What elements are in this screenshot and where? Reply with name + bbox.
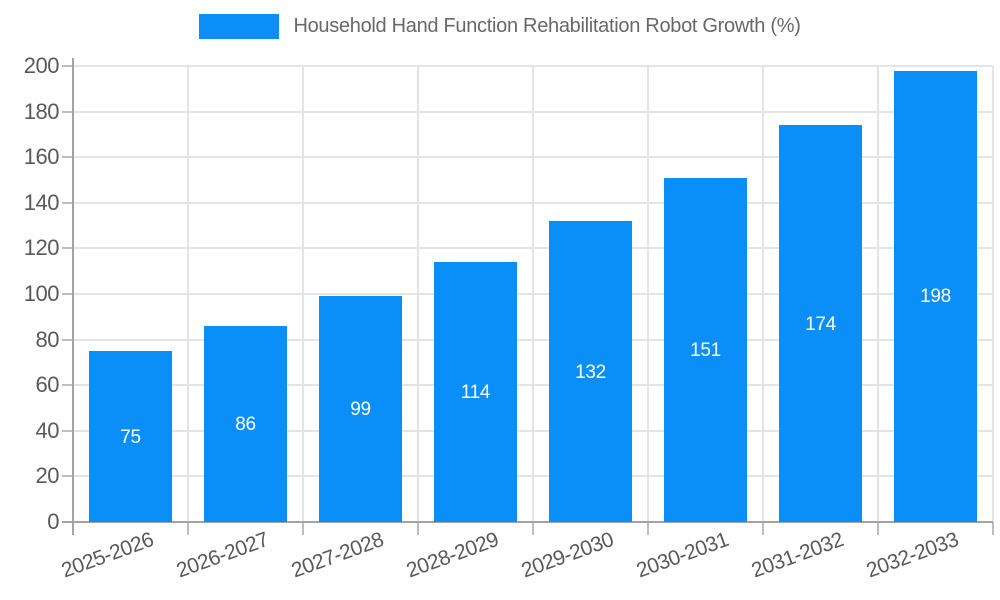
bar-value-label: 174 xyxy=(805,313,836,335)
y-tick xyxy=(62,293,73,295)
gridline-v xyxy=(762,66,764,522)
y-tick xyxy=(62,65,73,67)
y-tick xyxy=(62,338,73,341)
x-tick xyxy=(187,522,189,535)
x-tick xyxy=(417,522,419,535)
gridline-v xyxy=(302,66,304,522)
bar: 151 xyxy=(663,177,748,522)
gridline-v xyxy=(417,66,419,522)
y-tick xyxy=(62,156,73,159)
x-tick-label: 2032-2033 xyxy=(863,528,962,583)
x-tick-label: 2027-2028 xyxy=(288,528,387,583)
gridline-v xyxy=(187,66,189,522)
bar: 198 xyxy=(893,70,978,522)
x-tick-label: 2031-2032 xyxy=(748,528,847,583)
y-tick xyxy=(62,429,73,432)
gridline-v xyxy=(992,66,994,522)
y-tick-label: 120 xyxy=(23,235,60,261)
bar: 174 xyxy=(778,125,863,522)
y-tick-label: 100 xyxy=(23,281,60,306)
y-tick xyxy=(62,201,73,204)
y-tick-label: 40 xyxy=(35,417,60,443)
bar: 75 xyxy=(88,351,173,522)
bar-value-label: 132 xyxy=(575,361,606,383)
gridline-v xyxy=(877,66,879,522)
y-tick-label: 200 xyxy=(23,53,60,78)
y-tick-label: 80 xyxy=(35,326,60,352)
x-tick-label: 2029-2030 xyxy=(518,528,617,583)
y-tick-label: 60 xyxy=(35,372,60,398)
x-tick-label: 2025-2026 xyxy=(58,528,157,583)
x-tick xyxy=(992,522,994,535)
bar-value-label: 198 xyxy=(920,286,951,308)
bar: 132 xyxy=(548,221,633,522)
y-tick-label: 20 xyxy=(35,463,60,489)
y-tick-label: 160 xyxy=(23,144,60,170)
x-tick-label: 2026-2027 xyxy=(173,528,272,583)
bar-value-label: 151 xyxy=(690,339,721,361)
y-tick-label: 0 xyxy=(47,509,59,534)
legend-swatch xyxy=(199,14,280,39)
y-axis-line xyxy=(72,58,74,535)
x-tick xyxy=(532,522,534,535)
legend-label: Household Hand Function Rehabilitation R… xyxy=(293,15,801,37)
chart-legend[interactable]: Household Hand Function Rehabilitation R… xyxy=(0,14,1000,39)
x-tick xyxy=(877,522,879,535)
gridline-v xyxy=(647,66,649,522)
bar-value-label: 114 xyxy=(460,382,491,404)
y-tick-label: 180 xyxy=(23,98,60,124)
y-tick xyxy=(62,475,73,478)
x-tick-label: 2028-2029 xyxy=(403,528,502,583)
x-tick xyxy=(302,522,304,535)
x-tick-label: 2030-2031 xyxy=(633,528,732,583)
y-tick xyxy=(62,110,73,113)
bar: 114 xyxy=(433,262,518,522)
bar-value-label: 75 xyxy=(120,426,141,448)
bar-value-label: 99 xyxy=(350,399,371,421)
gridline-v xyxy=(532,66,534,522)
bar: 99 xyxy=(318,296,403,522)
x-axis-line xyxy=(62,521,993,523)
y-tick xyxy=(62,384,73,387)
y-tick-label: 140 xyxy=(23,189,60,215)
bar: 86 xyxy=(203,325,288,522)
x-tick xyxy=(762,522,764,535)
x-tick xyxy=(647,522,649,535)
y-tick xyxy=(62,247,73,250)
bar-value-label: 86 xyxy=(235,413,256,435)
